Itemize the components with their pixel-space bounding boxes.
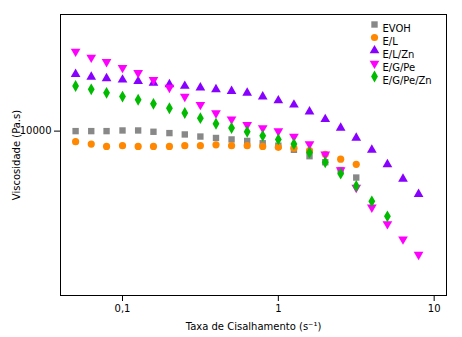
- svg-text:Taxa de Cisalhamento (s⁻¹): Taxa de Cisalhamento (s⁻¹): [185, 321, 322, 332]
- svg-text:E/G/Pe: E/G/Pe: [383, 62, 416, 73]
- svg-text:EVOH: EVOH: [383, 23, 411, 34]
- svg-text:10: 10: [428, 303, 441, 314]
- svg-text:Viscosidade (Pa.s): Viscosidade (Pa.s): [11, 110, 22, 200]
- svg-text:E/L: E/L: [383, 36, 399, 47]
- svg-text:1: 1: [275, 303, 281, 314]
- svg-text:10000: 10000: [20, 125, 52, 136]
- svg-text:0,1: 0,1: [115, 303, 131, 314]
- svg-text:E/G/Pe/Zn: E/G/Pe/Zn: [383, 75, 432, 86]
- svg-text:E/L/Zn: E/L/Zn: [383, 49, 415, 60]
